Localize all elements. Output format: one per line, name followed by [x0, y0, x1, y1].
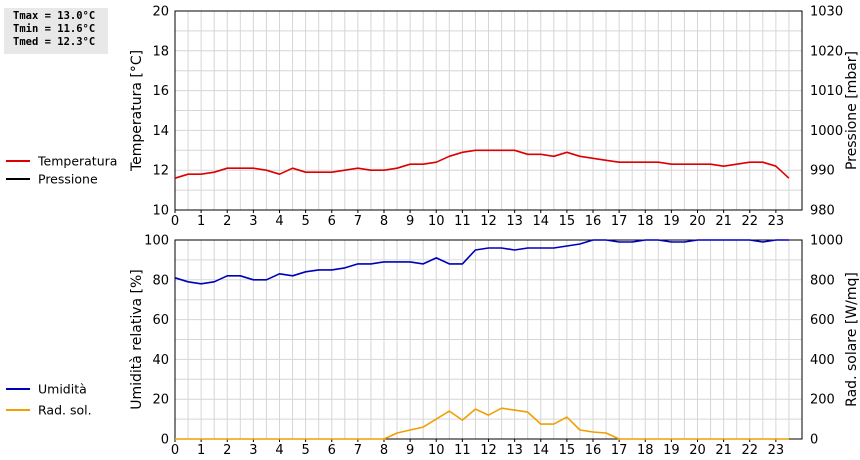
x-tick-label: 3	[249, 214, 257, 229]
x-tick-label: 23	[768, 443, 785, 458]
y-tick-label: 10	[152, 204, 169, 219]
x-tick-label: 23	[768, 214, 785, 229]
y2-tick-label: 400	[810, 353, 835, 368]
y-axis-label: Temperatura [°C]	[129, 50, 145, 172]
x-tick-label: 16	[585, 214, 602, 229]
x-tick-label: 1	[197, 443, 205, 458]
x-tick-label: 6	[328, 214, 336, 229]
y-tick-label: 80	[152, 273, 169, 288]
tmin-text: Tmin = 11.6°C	[13, 23, 96, 35]
x-tick-label: 21	[715, 443, 732, 458]
humidity-radiation-chart: 0 1 2 3 4 5 6 7 8 9 10 11 12 13 14 15 16 17 18 19 20 21 22 2302…	[6, 234, 860, 458]
x-tick-label: 10	[428, 443, 445, 458]
y2-tick-label: 200	[810, 393, 835, 408]
y2-tick-label: 1000	[810, 124, 843, 139]
legend-label: Umidità	[38, 382, 87, 397]
y-tick-label: 20	[152, 5, 169, 20]
series-line-umidit	[174, 239, 789, 285]
x-tick-label: 17	[611, 214, 628, 229]
y2-tick-label: 1030	[810, 5, 843, 20]
x-tick-label: 13	[506, 214, 523, 229]
y2-tick-label: 600	[810, 313, 835, 328]
y-axis-label: Umidità relativa [%]	[129, 269, 145, 410]
y-tick-label: 14	[152, 124, 169, 139]
y-tick-label: 40	[152, 353, 169, 368]
x-tick-label: 18	[637, 443, 654, 458]
y2-tick-label: 0	[810, 433, 818, 448]
x-tick-label: 2	[223, 443, 231, 458]
y-tick-label: 12	[152, 164, 169, 179]
x-tick-label: 5	[301, 214, 309, 229]
tmed-text: Tmed = 12.3°C	[13, 36, 96, 48]
x-tick-label: 20	[689, 214, 706, 229]
x-tick-label: 4	[275, 214, 283, 229]
x-tick-label: 2	[223, 214, 231, 229]
y-tick-label: 60	[152, 313, 169, 328]
y2-tick-label: 1020	[810, 44, 843, 59]
y2-tick-label: 990	[810, 164, 835, 179]
x-tick-label: 12	[480, 214, 497, 229]
y-tick-label: 100	[144, 234, 169, 249]
x-tick-label: 9	[406, 214, 414, 229]
x-tick-label: 17	[611, 443, 628, 458]
y2-axis-label: Rad. solare [W/mq]	[844, 272, 860, 407]
x-tick-label: 0	[171, 214, 179, 229]
y-tick-label: 16	[152, 84, 169, 99]
x-tick-label: 20	[689, 443, 706, 458]
x-tick-label: 18	[637, 214, 654, 229]
x-tick-label: 11	[454, 443, 471, 458]
tmax-text: Tmax = 13.0°C	[13, 10, 96, 22]
x-tick-label: 4	[275, 443, 283, 458]
x-tick-label: 1	[197, 214, 205, 229]
x-tick-label: 8	[380, 443, 388, 458]
x-tick-label: 22	[741, 214, 758, 229]
y2-tick-label: 1010	[810, 84, 843, 99]
x-tick-label: 15	[559, 443, 576, 458]
x-tick-label: 14	[532, 443, 549, 458]
x-tick-label: 21	[715, 214, 732, 229]
series-line-temperatura	[174, 149, 790, 179]
x-tick-label: 15	[559, 214, 576, 229]
y-tick-label: 18	[152, 44, 169, 59]
x-tick-label: 6	[328, 443, 336, 458]
x-tick-label: 22	[741, 443, 758, 458]
x-tick-label: 12	[480, 443, 497, 458]
x-tick-label: 5	[301, 443, 309, 458]
y2-tick-label: 980	[810, 204, 835, 219]
y2-tick-label: 800	[810, 273, 835, 288]
x-tick-label: 19	[663, 214, 680, 229]
series-line-rad-sol	[175, 407, 789, 440]
x-tick-label: 8	[380, 214, 388, 229]
stats-box: Tmax = 13.0°C Tmin = 11.6°C Tmed = 12.3°…	[4, 8, 108, 54]
y-tick-label: 0	[161, 433, 169, 448]
x-tick-label: 10	[428, 214, 445, 229]
x-tick-label: 7	[354, 214, 362, 229]
x-tick-label: 14	[532, 214, 549, 229]
temperature-pressure-chart: 0 1 2 3 4 5 6 7 8 9 10 11 12 13 14 15 16 17 18 19 20 21 22 2310…	[6, 5, 860, 229]
x-tick-label: 19	[663, 443, 680, 458]
legend-label: Temperatura	[37, 154, 117, 169]
x-tick-label: 11	[454, 214, 471, 229]
x-tick-label: 0	[171, 443, 179, 458]
y-tick-label: 20	[152, 393, 169, 408]
x-tick-label: 7	[354, 443, 362, 458]
y2-tick-label: 1000	[810, 234, 843, 249]
legend-label: Rad. sol.	[38, 403, 92, 418]
x-tick-label: 3	[249, 443, 257, 458]
legend-label: Pressione	[38, 172, 98, 187]
x-tick-label: 13	[506, 443, 523, 458]
x-tick-label: 16	[585, 443, 602, 458]
y2-axis-label: Pressione [mbar]	[844, 51, 860, 170]
x-tick-label: 9	[406, 443, 414, 458]
